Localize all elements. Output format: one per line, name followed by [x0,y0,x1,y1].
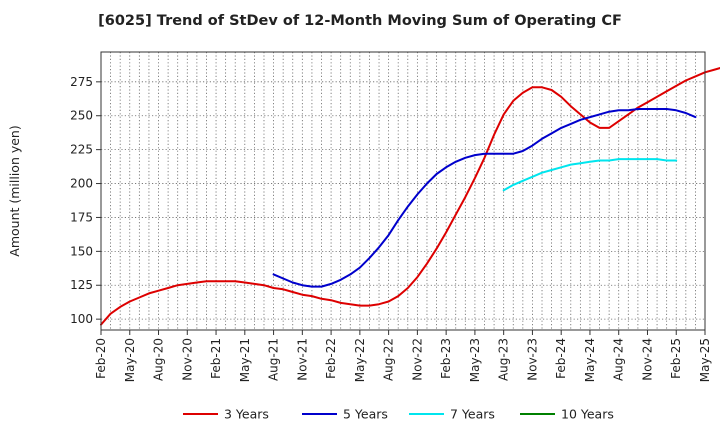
legend-label: 7 Years [450,407,495,422]
x-tick-label: Nov-22 [410,338,424,381]
x-tick-label: May-23 [468,338,482,382]
y-tick-label: 150 [70,244,93,258]
legend-label: 10 Years [561,407,614,422]
x-tick-label: Feb-20 [94,338,108,379]
x-tick-label: Nov-23 [525,338,539,381]
x-tick-label: Feb-23 [439,338,453,379]
x-tick-label: Aug-21 [267,338,281,381]
series-line-5-years [272,108,697,288]
x-tick-label: Nov-21 [295,338,309,381]
plot-frame [100,51,706,331]
y-tick-label: 250 [70,109,93,123]
legend: 3 Years 5 Years 7 Years 10 Years [183,407,614,422]
legend-label: 5 Years [343,407,388,422]
x-tick-label: Nov-20 [180,338,194,381]
y-tick-label: 275 [70,75,93,89]
chart-title: [6025] Trend of StDev of 12-Month Moving… [98,13,622,29]
y-tick-label: 200 [70,177,93,191]
x-tick-labels: Feb-20 May-20 Aug-20 Nov-20 Feb-21 May-21 Aug-… [94,330,712,382]
x-tick-label: May-22 [353,338,367,382]
x-tick-label: Feb-25 [669,338,683,379]
y-tick-labels: 100 125 150 175 200 225 250 275 [70,75,101,326]
x-tick-label: Feb-21 [209,338,223,379]
y-tick-label: 225 [70,143,93,157]
series-line-7-years [502,158,678,192]
series-layer [100,67,720,326]
y-tick-label: 175 [70,210,93,224]
x-tick-label: Aug-22 [382,338,396,381]
y-axis-title: Amount (million yen) [7,125,22,256]
grid-layer [101,52,705,330]
x-tick-label: Feb-24 [554,338,568,379]
x-tick-label: Aug-23 [497,338,511,381]
x-tick-label: May-24 [583,338,597,382]
x-tick-label: May-25 [698,338,712,382]
x-tick-label: May-20 [123,338,137,382]
x-tick-label: Feb-22 [324,338,338,379]
legend-label: 3 Years [224,407,269,422]
series-line-3-years [100,67,720,326]
x-tick-label: Aug-24 [612,338,626,381]
y-tick-label: 125 [70,278,93,292]
x-tick-label: May-21 [238,338,252,382]
x-tick-label: Nov-24 [640,338,654,381]
y-tick-label: 100 [70,312,93,326]
x-tick-label: Aug-20 [152,338,166,381]
